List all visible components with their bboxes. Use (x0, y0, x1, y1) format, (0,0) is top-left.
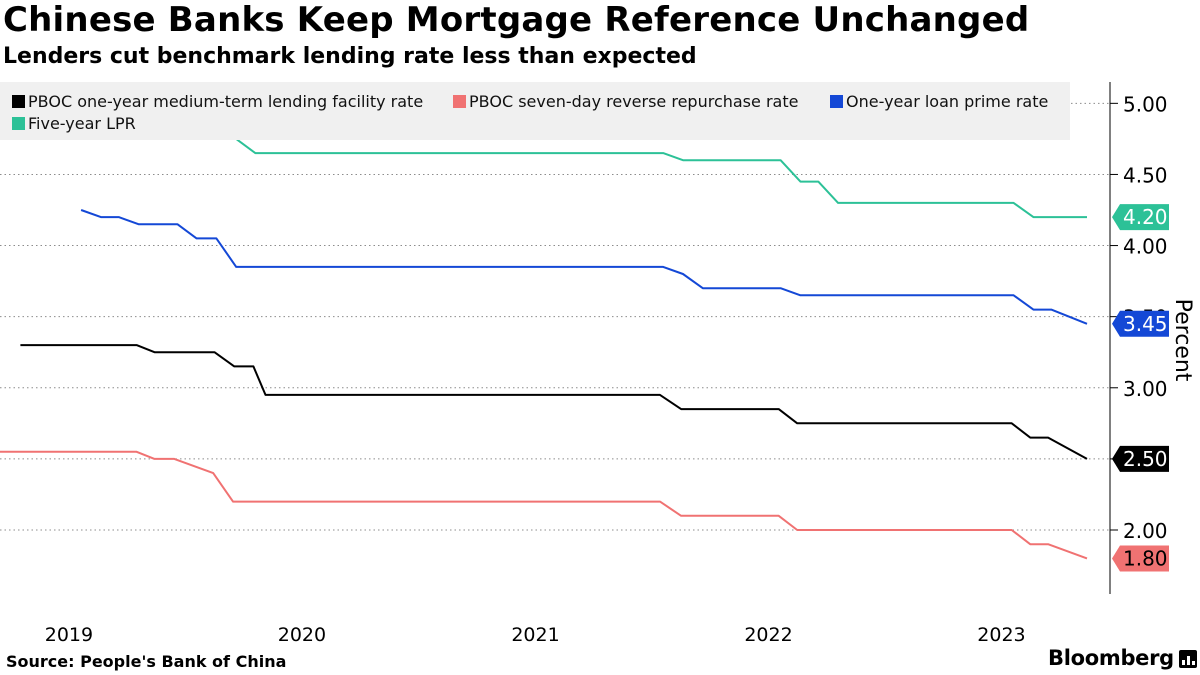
legend-swatch-one-year-lpr (830, 95, 843, 108)
legend-label-mlf: PBOC one-year medium-term lending facili… (28, 92, 424, 111)
end-label-box (1112, 445, 1169, 472)
x-tick-label: 2020 (278, 624, 326, 646)
y-tick-label: 2.00 (1123, 519, 1168, 543)
end-label-text: 1.80 (1123, 546, 1168, 570)
legend-item-one-year-lpr: One-year loan prime rate (830, 92, 1048, 111)
legend-item-five-year-lpr: Five-year LPR (12, 114, 136, 133)
y-tick-label: 4.50 (1123, 163, 1168, 187)
end-label-five-year-lpr: 4.20 (1112, 204, 1169, 231)
legend-item-reverse-repo: PBOC seven-day reverse repurchase rate (453, 92, 798, 111)
series-line-pboc-one-year-medium-term-lending-facility-rate (20, 344, 1088, 460)
end-label-box (1112, 545, 1169, 572)
legend-swatch-mlf (12, 95, 25, 108)
legend-label-one-year-lpr: One-year loan prime rate (846, 92, 1049, 111)
y-tick-label: 3.00 (1123, 377, 1168, 401)
series-line-one-year-loan-prime-rate (80, 209, 1088, 325)
end-label-text: 4.20 (1123, 205, 1168, 229)
legend-swatch-five-year-lpr (12, 117, 25, 130)
legend: PBOC one-year medium-term lending facili… (0, 82, 1070, 140)
y-axis-title: Percent (1170, 299, 1195, 382)
end-label-text: 3.45 (1123, 312, 1168, 336)
x-tick-label: 2023 (977, 624, 1025, 646)
chart-subtitle: Lenders cut benchmark lending rate less … (3, 44, 697, 69)
x-tick-label: 2019 (45, 624, 93, 646)
y-tick-label: 5.00 (1123, 92, 1168, 116)
x-tick-label: 2021 (511, 624, 559, 646)
end-label-pboc-seven-day-reverse-repurchase-rate: 1.80 (1112, 545, 1169, 572)
series-line-pboc-seven-day-reverse-repurchase-rate (0, 450, 1088, 560)
legend-label-five-year-lpr: Five-year LPR (28, 114, 136, 133)
end-label-one-year-loan-prime-rate: 3.45 (1112, 310, 1169, 337)
chart-title: Chinese Banks Keep Mortgage Reference Un… (3, 0, 1030, 40)
end-value-labels: 2.50 1.80 3.45 4.20 (1112, 204, 1169, 572)
series-lines (0, 123, 1088, 560)
end-label-box (1112, 310, 1169, 337)
x-axis: 2019 2020 2021 2022 2023 (45, 624, 1026, 646)
end-label-box (1112, 204, 1169, 231)
end-label-pboc-one-year-medium-term-lending-facility-rate: 2.50 (1112, 445, 1169, 472)
x-tick-label: 2022 (744, 624, 792, 646)
gridlines (0, 102, 1110, 531)
bloomberg-terminal-icon (1179, 650, 1197, 668)
source-note: Source: People's Bank of China (6, 652, 287, 671)
legend-label-reverse-repo: PBOC seven-day reverse repurchase rate (469, 92, 799, 111)
end-label-text: 2.50 (1123, 447, 1168, 471)
y-tick-label: 4.00 (1123, 235, 1168, 259)
legend-swatch-reverse-repo (453, 95, 466, 108)
y-axis: 2.002.503.003.504.004.505.00 (1109, 82, 1168, 594)
legend-item-mlf: PBOC one-year medium-term lending facili… (12, 92, 423, 111)
bloomberg-logo: Bloomberg (1048, 646, 1174, 670)
